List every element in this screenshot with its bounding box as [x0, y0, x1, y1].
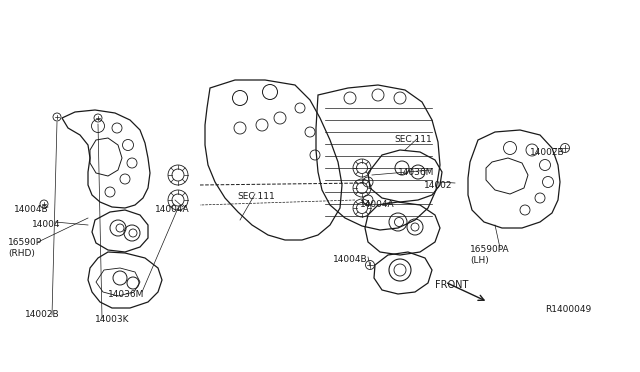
Text: 16590P: 16590P: [8, 238, 42, 247]
Text: 14036M: 14036M: [108, 290, 145, 299]
Text: 14002: 14002: [424, 181, 452, 190]
Text: 14036M: 14036M: [398, 168, 435, 177]
Text: SEC.111: SEC.111: [394, 135, 432, 144]
Text: 14003K: 14003K: [95, 315, 129, 324]
Text: (LH): (LH): [470, 256, 489, 265]
Text: 14002B: 14002B: [530, 148, 564, 157]
Text: 14004B: 14004B: [14, 205, 49, 214]
Text: 14004B: 14004B: [333, 255, 367, 264]
Text: R1400049: R1400049: [545, 305, 591, 314]
Text: 14004: 14004: [32, 220, 61, 229]
Text: 16590PA: 16590PA: [470, 245, 509, 254]
Text: 14002B: 14002B: [25, 310, 60, 319]
Text: 14004A: 14004A: [360, 200, 395, 209]
Text: (RHD): (RHD): [8, 249, 35, 258]
Text: FRONT: FRONT: [435, 280, 468, 290]
Text: 14004A: 14004A: [155, 205, 189, 214]
Text: SEC.111: SEC.111: [237, 192, 275, 201]
